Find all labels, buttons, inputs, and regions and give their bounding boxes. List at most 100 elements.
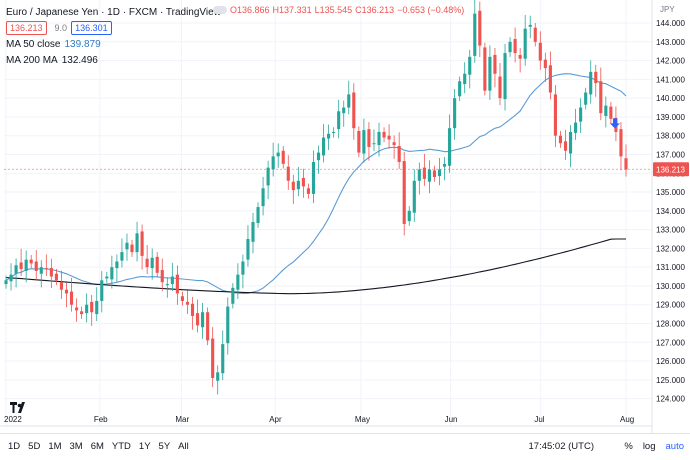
log-scale-button[interactable]: log	[642, 441, 656, 452]
high-value: H137.331	[272, 5, 312, 15]
last-price-label-bg	[653, 162, 689, 177]
candle-body	[498, 76, 502, 99]
candle-body	[125, 242, 129, 250]
candle-body	[493, 54, 497, 74]
percent-scale-button[interactable]: %	[624, 441, 633, 452]
candle-body	[342, 107, 346, 114]
range-button-1d[interactable]: 1D	[8, 441, 21, 452]
sell-price-box[interactable]: 136.213	[6, 21, 47, 35]
legend-ma50-row[interactable]: MA 50 close 139.879	[6, 36, 221, 52]
x-tick-label: Mar	[175, 415, 189, 424]
candle-body	[165, 284, 169, 286]
candle-body	[382, 131, 386, 138]
y-tick-label: 140.000	[656, 94, 685, 103]
candle-body	[80, 311, 84, 315]
candle-body	[115, 261, 119, 269]
candle-body	[90, 301, 94, 313]
candle-body	[332, 131, 336, 133]
legend-visibility-icon[interactable]	[213, 6, 227, 14]
candle-body	[69, 291, 74, 305]
range-button-1m[interactable]: 1M	[48, 441, 62, 452]
spread-value: 9.0	[54, 23, 68, 33]
candle-body	[160, 269, 164, 283]
candle-body	[548, 65, 552, 93]
candle-body	[533, 27, 537, 42]
y-axis-unit: JPY	[660, 5, 675, 14]
ma50-value: 139.879	[64, 38, 101, 50]
candle-body	[306, 188, 311, 194]
candle-body	[64, 289, 69, 294]
close-value: C136.213	[355, 5, 395, 15]
y-tick-label: 144.000	[656, 19, 685, 28]
last-price-label: 136.213	[656, 165, 685, 174]
range-button-5y[interactable]: 5Y	[158, 441, 171, 452]
buy-price-box[interactable]: 136.301	[71, 21, 112, 35]
candle-body	[599, 81, 603, 114]
candle-body	[296, 180, 300, 190]
candle-body	[4, 280, 8, 285]
range-button-all[interactable]: All	[178, 441, 189, 452]
y-tick-label: 143.000	[656, 38, 685, 47]
candle-body	[105, 276, 109, 279]
range-button-6m[interactable]: 6M	[90, 441, 104, 452]
candle-body	[574, 122, 578, 133]
range-button-ytd[interactable]: YTD	[111, 441, 131, 452]
y-tick-label: 138.000	[656, 132, 685, 141]
candle-body	[417, 169, 421, 181]
candle-body	[170, 276, 174, 285]
candle-body	[392, 142, 396, 146]
candle-body	[609, 106, 613, 119]
candle-body	[155, 256, 159, 273]
candle-body	[503, 53, 507, 100]
candle-body	[442, 163, 447, 167]
candle-body	[397, 146, 401, 162]
candle-body	[100, 280, 104, 301]
y-tick-label: 137.000	[656, 150, 685, 159]
candle-body	[256, 207, 260, 224]
legend-title-row: Euro / Japanese Yen · 1D · FXCM · Tradin…	[6, 4, 221, 20]
candle-body	[29, 259, 33, 264]
range-button-5d[interactable]: 5D	[28, 441, 41, 452]
candle-body	[251, 222, 255, 242]
candle-body	[19, 262, 23, 270]
x-tick-label: Jun	[445, 415, 458, 424]
candle-body	[584, 92, 588, 105]
tradingview-logo[interactable]	[10, 402, 28, 417]
candle-body	[402, 161, 406, 224]
candle-body	[589, 71, 593, 95]
candle-body	[427, 169, 431, 182]
ma200-value: 132.496	[61, 54, 98, 66]
x-tick-label: Jul	[534, 415, 544, 424]
candle-body	[95, 300, 99, 315]
range-button-3m[interactable]: 3M	[69, 441, 83, 452]
y-tick-label: 133.000	[656, 226, 685, 235]
candle-body	[437, 169, 442, 177]
candle-body	[261, 188, 265, 207]
candle-body	[241, 261, 245, 275]
candle-body	[201, 312, 205, 328]
candle-body	[624, 158, 628, 170]
candle-body	[221, 344, 225, 374]
candle-body	[568, 131, 573, 154]
candle-body	[488, 56, 492, 91]
legend-ma200-row[interactable]: MA 200 MA 132.496	[6, 52, 221, 68]
auto-scale-button[interactable]: auto	[665, 441, 685, 452]
open-value: O136.866	[230, 5, 270, 15]
candle-body	[301, 177, 305, 187]
candle-body	[110, 267, 114, 280]
candle-body	[135, 233, 139, 253]
candle-body	[206, 312, 210, 341]
candle-body	[14, 265, 18, 274]
candle-body	[513, 38, 517, 54]
range-button-1y[interactable]: 1Y	[138, 441, 151, 452]
symbol-title[interactable]: Euro / Japanese Yen · 1D · FXCM · Tradin…	[6, 6, 221, 18]
candle-body	[44, 268, 48, 270]
candle-body	[508, 41, 512, 53]
down-arrow-icon	[609, 118, 620, 129]
y-tick-label: 126.000	[656, 357, 685, 366]
ma50-line	[5, 73, 627, 294]
candle-body	[337, 111, 341, 130]
clock-readout[interactable]: 17:45:02 (UTC)	[528, 441, 594, 452]
candlestick-chart[interactable]: JPY 144.000 143.000 142.000 141.000 140.000 13…	[0, 0, 690, 434]
